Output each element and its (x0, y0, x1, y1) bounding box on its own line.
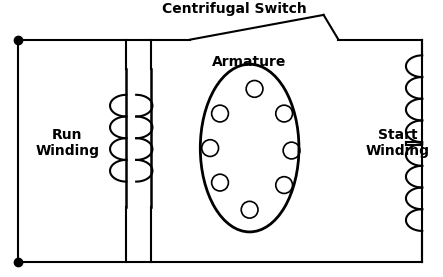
Text: Run
Winding: Run Winding (35, 128, 99, 158)
Text: Start
Winding: Start Winding (365, 128, 430, 158)
Text: Centrifugal Switch: Centrifugal Switch (163, 2, 307, 16)
Text: Armature: Armature (213, 55, 287, 69)
